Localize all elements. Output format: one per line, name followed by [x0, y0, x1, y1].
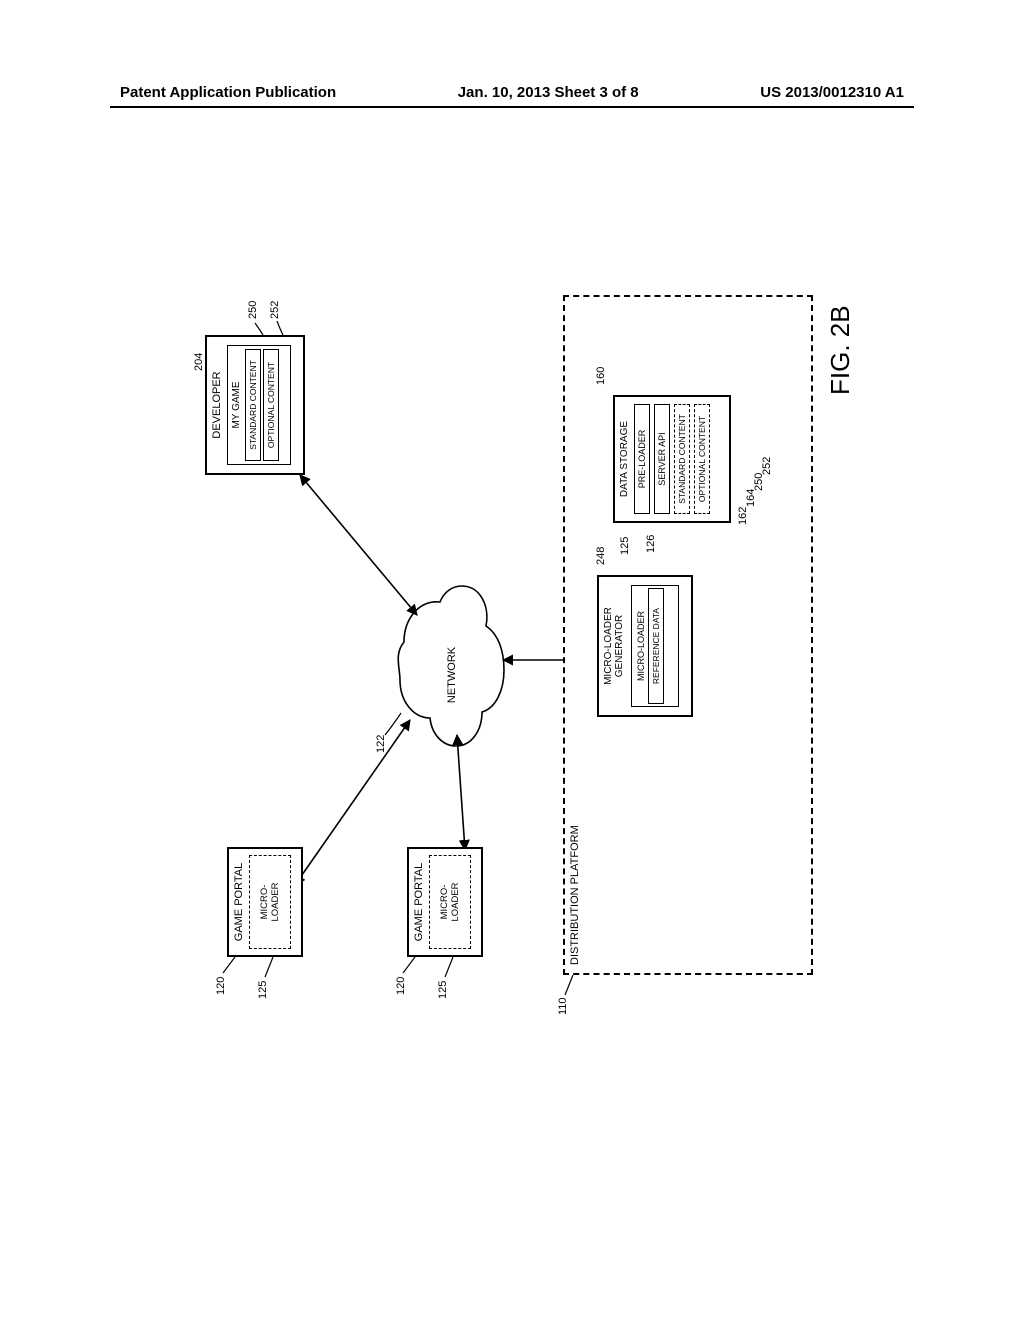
header-left: Patent Application Publication	[120, 84, 336, 101]
ref-250a: 250	[247, 301, 259, 319]
portal2-microloader: MICRO- LOADER	[429, 855, 471, 948]
distribution-title: DISTRIBUTION PLATFORM	[569, 825, 581, 965]
storage-server-api: SERVER API	[654, 404, 670, 513]
header-rule	[110, 106, 914, 108]
storage-standard-content: STANDARD CONTENT	[674, 404, 690, 513]
page-header: Patent Application Publication Jan. 10, …	[0, 84, 1024, 101]
header-center: Jan. 10, 2013 Sheet 3 of 8	[458, 84, 639, 101]
game-portal-2: GAME PORTAL MICRO- LOADER	[407, 847, 483, 957]
network-label: NETWORK	[446, 646, 458, 703]
ref-126: 126	[645, 535, 657, 553]
ref-160: 160	[595, 367, 607, 385]
developer-standard-content: STANDARD CONTENT	[245, 349, 261, 461]
header-right: US 2013/0012310 A1	[760, 84, 904, 101]
ref-125c: 125	[619, 537, 631, 555]
ref-120b: 120	[395, 977, 407, 995]
ref-110: 110	[557, 997, 569, 1015]
ref-252b: 252	[761, 457, 773, 475]
ref-164: 164	[745, 489, 757, 507]
portal1-microloader: MICRO- LOADER	[249, 855, 291, 948]
portal2-title: GAME PORTAL	[413, 863, 425, 941]
arrow-portal2-network	[457, 735, 465, 850]
storage-preloader: PRE-LOADER	[634, 404, 650, 513]
ref-120a: 120	[215, 977, 227, 995]
developer-title: DEVELOPER	[211, 371, 223, 438]
ref-248: 248	[595, 547, 607, 565]
ref-122: 122	[375, 735, 387, 753]
microloader-generator: MICRO-LOADER GENERATOR MICRO-LOADER REFE…	[597, 575, 693, 717]
ref-252a: 252	[269, 301, 281, 319]
developer: DEVELOPER MY GAME STANDARD CONTENT OPTIO…	[205, 335, 305, 475]
ref-125b: 125	[437, 981, 449, 999]
ref-125a: 125	[257, 981, 269, 999]
mlgen-reference-data: REFERENCE DATA	[648, 588, 664, 703]
mlgen-microloader: MICRO-LOADER	[636, 588, 646, 703]
ref-250b: 250	[753, 473, 765, 491]
diagram-canvas: NETWORK GAME PORTAL MICRO- LOADER 120	[165, 265, 865, 1035]
game-portal-1: GAME PORTAL MICRO- LOADER	[227, 847, 303, 957]
developer-mygame: MY GAME	[231, 349, 242, 461]
ref-204: 204	[193, 353, 205, 371]
ref-162: 162	[737, 507, 749, 525]
arrow-network-developer	[300, 475, 417, 615]
storage-title: DATA STORAGE	[619, 421, 630, 497]
developer-optional-content: OPTIONAL CONTENT	[263, 349, 279, 461]
figure-label: FIG. 2B	[825, 305, 856, 395]
arrow-portal1-network	[295, 720, 410, 885]
data-storage: DATA STORAGE PRE-LOADER SERVER API STAND…	[613, 395, 731, 523]
storage-optional-content: OPTIONAL CONTENT	[694, 404, 710, 513]
portal1-title: GAME PORTAL	[233, 863, 245, 941]
mlgen-title: MICRO-LOADER GENERATOR	[603, 607, 625, 685]
